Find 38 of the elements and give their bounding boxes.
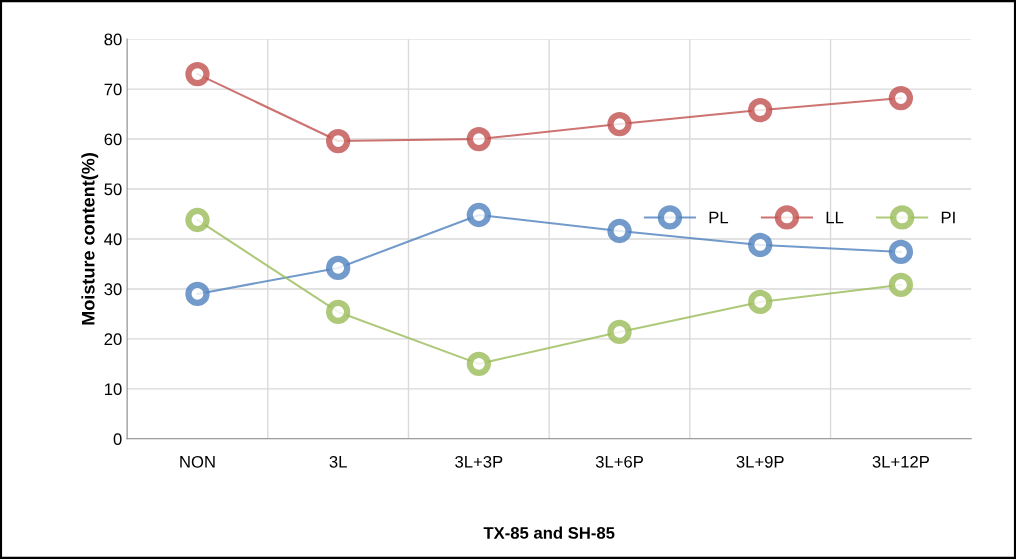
y-tick-label: 20: [104, 333, 122, 346]
point: [748, 97, 773, 123]
point: [326, 299, 351, 325]
legend-label: PI: [941, 211, 955, 224]
y-tick-label: 70: [104, 83, 122, 96]
point: [326, 128, 351, 154]
x-axis-title: TX-85 and SH-85: [483, 526, 615, 539]
point: [185, 207, 210, 233]
point: [888, 239, 914, 265]
point: [607, 218, 632, 244]
y-axis-title: Moisture content(%): [81, 153, 99, 325]
point: [888, 272, 914, 298]
x-tick-label: 3L+12P: [872, 455, 929, 468]
legend-label: LL: [826, 211, 844, 224]
point: [888, 85, 914, 111]
x-tick-label: NON: [180, 455, 215, 468]
point: [466, 202, 491, 228]
point: [607, 111, 632, 137]
point: [748, 232, 773, 258]
point: [466, 126, 491, 152]
point: [185, 61, 210, 87]
x-tick-label: 3L+3P: [455, 455, 503, 468]
x-tick-label: 3L+6P: [595, 455, 643, 468]
legend-label: PL: [709, 211, 729, 224]
y-tick-label: 50: [104, 183, 122, 196]
y-tick-label: 60: [104, 133, 122, 146]
y-tick-label: 30: [104, 283, 122, 296]
x-tick-label: 3L+9P: [736, 455, 784, 468]
y-tick-label: 10: [105, 383, 122, 396]
point: [748, 289, 773, 315]
y-tick-label: 0: [113, 433, 122, 446]
point: [466, 351, 491, 377]
y-tick-label: 40: [104, 233, 122, 246]
y-tick-label: 80: [104, 33, 122, 46]
point: [185, 281, 210, 307]
point: [607, 319, 632, 345]
x-tick-label: 3L: [329, 455, 347, 468]
point: [326, 255, 351, 281]
